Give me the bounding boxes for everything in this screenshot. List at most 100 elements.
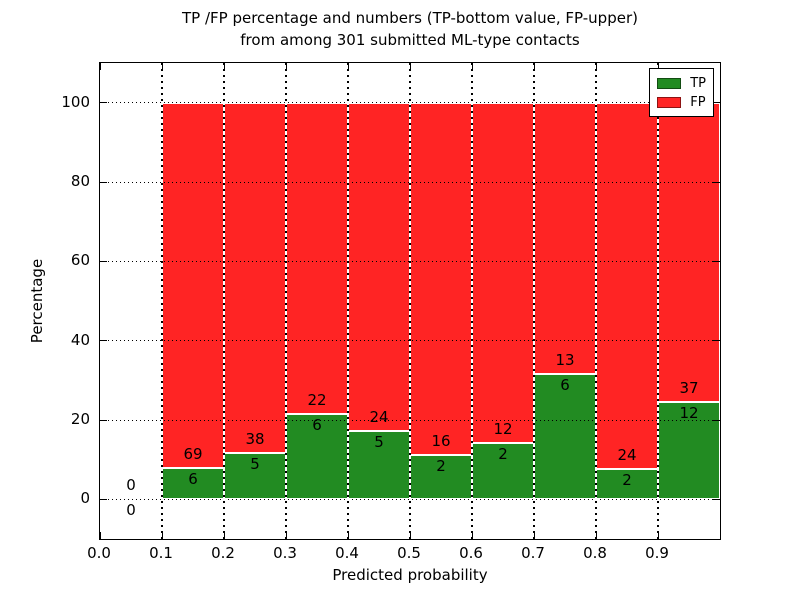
bar-fp-count-label: 22 — [307, 391, 327, 410]
gridline-vertical — [161, 63, 163, 539]
bar-tp-count-label: 12 — [679, 404, 699, 423]
y-tick-mark-right — [713, 260, 720, 262]
bar-tp-count-label: 0 — [126, 501, 136, 520]
y-tick-mark-left — [100, 419, 107, 421]
x-tick-mark-top — [161, 63, 163, 70]
chart-title-line2: from among 301 submitted ML-type contact… — [240, 31, 580, 49]
bar-fp-count-label: 0 — [126, 476, 136, 495]
y-tick-mark-right — [713, 498, 720, 500]
x-tick-label: 0.6 — [459, 544, 483, 562]
x-tick-mark-top — [471, 63, 473, 70]
x-tick-mark-bottom — [347, 532, 349, 539]
x-tick-mark-top — [285, 63, 287, 70]
bar-tp-count-label: 5 — [374, 432, 384, 451]
x-tick-mark-top — [657, 63, 659, 70]
y-tick-label: 80 — [70, 172, 90, 190]
gridline-vertical — [595, 63, 597, 539]
bar-tp-count-label: 2 — [436, 457, 446, 476]
x-tick-mark-top — [99, 63, 101, 70]
gridline-vertical — [347, 63, 349, 539]
x-tick-mark-bottom — [657, 532, 659, 539]
bar-fp-count-label: 12 — [493, 419, 513, 438]
x-tick-mark-bottom — [409, 532, 411, 539]
legend-item-tp: TP — [657, 74, 706, 93]
y-tick-mark-left — [100, 260, 107, 262]
y-tick-mark-right — [713, 340, 720, 342]
y-tick-mark-right — [713, 419, 720, 421]
bar-fp-count-label: 38 — [245, 430, 265, 449]
bar-fp-count-label: 16 — [431, 432, 451, 451]
x-tick-mark-bottom — [223, 532, 225, 539]
x-tick-mark-top — [409, 63, 411, 70]
bar-fp-count-label: 24 — [617, 445, 637, 464]
x-tick-label: 0.5 — [397, 544, 421, 562]
x-tick-mark-bottom — [595, 532, 597, 539]
gridline-vertical — [409, 63, 411, 539]
y-tick-mark-left — [100, 181, 107, 183]
x-tick-mark-bottom — [285, 532, 287, 539]
bar-tp-segment — [286, 414, 348, 500]
x-tick-label: 0.9 — [645, 544, 669, 562]
x-tick-label: 0.0 — [87, 544, 111, 562]
legend: TP FP — [649, 68, 714, 117]
bar-fp-count-label: 24 — [369, 407, 389, 426]
bar-fp-count-label: 69 — [183, 444, 203, 463]
bar-tp-count-label: 6 — [560, 376, 570, 395]
y-tick-label: 60 — [70, 251, 90, 270]
x-tick-label: 0.2 — [211, 544, 235, 562]
legend-item-fp: FP — [657, 93, 706, 112]
bar-fp-count-label: 37 — [679, 379, 699, 398]
x-tick-mark-bottom — [99, 532, 101, 539]
x-tick-mark-top — [223, 63, 225, 70]
x-axis-label: Predicted probability — [332, 566, 488, 584]
bar-tp-count-label: 2 — [622, 470, 632, 489]
y-tick-label: 0 — [80, 489, 90, 508]
y-tick-mark-left — [100, 498, 107, 500]
plot-area: TP FP 0 0 69 6 38 5 22 6 24 5 16 2 12 2 13 6 24 2 37 12 — [99, 62, 721, 540]
bar-tp-count-label: 2 — [498, 444, 508, 463]
y-tick-label: 40 — [70, 330, 90, 349]
x-tick-label: 0.8 — [583, 544, 607, 562]
x-tick-mark-bottom — [471, 532, 473, 539]
x-tick-label: 0.3 — [273, 544, 297, 562]
tp-color-swatch — [657, 78, 682, 89]
fp-color-swatch — [657, 97, 682, 108]
y-tick-label: 20 — [70, 410, 90, 428]
bar-tp-segment — [162, 467, 224, 500]
x-tick-label: 0.1 — [149, 544, 173, 562]
gridline-vertical — [471, 63, 473, 539]
legend-label-tp: TP — [690, 76, 706, 91]
chart-title-line1: TP /FP percentage and numbers (TP-bottom… — [182, 9, 638, 27]
bar-fp-segment — [224, 102, 286, 454]
x-tick-mark-top — [595, 63, 597, 70]
gridline-vertical — [533, 63, 535, 539]
bar-tp-count-label: 6 — [188, 469, 198, 488]
x-tick-mark-top — [533, 63, 535, 70]
bar-tp-segment — [658, 402, 720, 500]
bar-fp-segment — [348, 102, 410, 431]
y-tick-mark-left — [100, 102, 107, 104]
y-tick-mark-left — [100, 340, 107, 342]
bar-fp-segment — [472, 102, 534, 443]
bar-tp-segment — [472, 442, 534, 500]
bar-fp-segment — [596, 102, 658, 469]
bar-fp-segment — [410, 102, 472, 456]
bar-tp-count-label: 5 — [250, 455, 260, 474]
x-tick-mark-bottom — [161, 532, 163, 539]
y-tick-mark-right — [713, 181, 720, 183]
x-tick-label: 0.7 — [521, 544, 545, 562]
bar-fp-segment — [162, 102, 224, 468]
y-tick-label: 100 — [61, 92, 90, 111]
legend-label-fp: FP — [690, 95, 706, 110]
x-tick-mark-top — [347, 63, 349, 70]
x-tick-label: 0.4 — [335, 544, 359, 562]
y-tick-mark-right — [713, 102, 720, 104]
gridline-vertical — [657, 63, 659, 539]
bar-tp-count-label: 6 — [312, 416, 322, 435]
gridline-vertical — [223, 63, 225, 539]
bar-fp-count-label: 13 — [555, 351, 575, 370]
bar-fp-segment — [286, 102, 348, 415]
x-tick-mark-bottom — [533, 532, 535, 539]
bar-fp-segment — [658, 102, 720, 403]
